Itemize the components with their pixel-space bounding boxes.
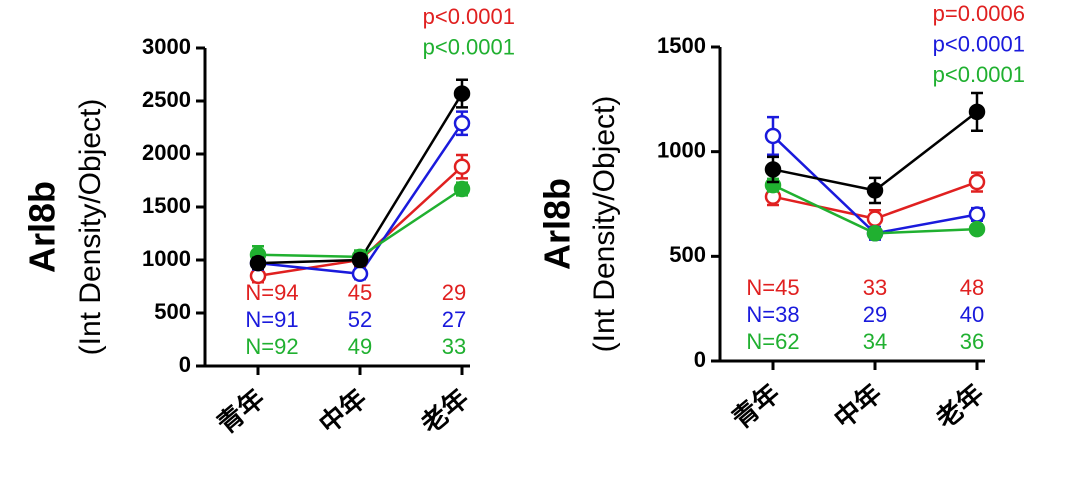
p-value: p=0.0006 <box>933 1 1025 26</box>
data-point <box>351 265 369 283</box>
x-tick-label: 青年 <box>211 383 270 439</box>
data-point <box>968 206 986 223</box>
data-point <box>453 180 471 198</box>
n-label: N=45 <box>746 275 799 300</box>
n-label: 27 <box>442 307 466 332</box>
y-tick-label: 0 <box>179 352 191 377</box>
n-label: N=94 <box>245 280 298 305</box>
y-tick-label: 2000 <box>142 140 191 165</box>
y-axis-note: (Int Density/Object) <box>74 99 107 356</box>
p-value: p<0.0001 <box>933 31 1025 56</box>
x-tick-label: 老年 <box>930 378 989 434</box>
n-label: N=62 <box>746 329 799 354</box>
y-tick-label: 1500 <box>657 33 706 58</box>
n-label: 33 <box>863 275 887 300</box>
y-tick-label: 1000 <box>657 137 706 162</box>
y-axis-note: (Int Density/Object) <box>588 96 621 353</box>
data-point <box>866 225 884 242</box>
data-point <box>968 173 986 191</box>
data-point <box>453 158 471 175</box>
y-axis-label: Arl8b <box>537 178 578 270</box>
n-label: 40 <box>960 302 984 327</box>
y-tick-label: 500 <box>669 242 706 267</box>
data-point <box>968 103 986 121</box>
n-label: 52 <box>348 307 372 332</box>
n-label: 45 <box>348 280 372 305</box>
y-tick-label: 1500 <box>142 193 191 218</box>
data-point <box>764 161 782 178</box>
y-tick-label: 1000 <box>142 246 191 271</box>
data-point <box>866 210 884 227</box>
n-label: N=91 <box>245 307 298 332</box>
x-tick-label: 青年 <box>726 378 785 434</box>
n-label: N=92 <box>245 334 298 359</box>
n-label: 29 <box>863 302 887 327</box>
n-label: 36 <box>960 329 984 354</box>
x-tick-label: 老年 <box>415 383 474 439</box>
n-label: 48 <box>960 275 984 300</box>
x-tick-label: 中年 <box>313 383 372 439</box>
n-label: 33 <box>442 334 466 359</box>
data-point <box>764 127 782 145</box>
data-point <box>249 254 267 272</box>
data-point <box>351 251 369 269</box>
n-label: 34 <box>863 329 887 354</box>
y-tick-label: 0 <box>694 347 706 372</box>
series-line <box>257 187 463 259</box>
data-point <box>453 85 471 102</box>
y-tick-label: 3000 <box>142 34 191 59</box>
data-point <box>968 220 986 238</box>
p-value: p<0.0001 <box>423 34 515 59</box>
data-point <box>866 182 884 199</box>
y-tick-label: 500 <box>154 299 191 324</box>
y-axis-label: Arl8b <box>22 181 63 273</box>
n-label: 29 <box>442 280 466 305</box>
data-point <box>453 115 471 132</box>
p-value: p<0.0001 <box>423 4 515 29</box>
n-label: N=38 <box>746 302 799 327</box>
y-tick-label: 2500 <box>142 87 191 112</box>
x-tick-label: 中年 <box>828 378 887 434</box>
n-label: 49 <box>348 334 372 359</box>
series-line <box>257 92 464 265</box>
p-value: p<0.0001 <box>933 62 1025 87</box>
